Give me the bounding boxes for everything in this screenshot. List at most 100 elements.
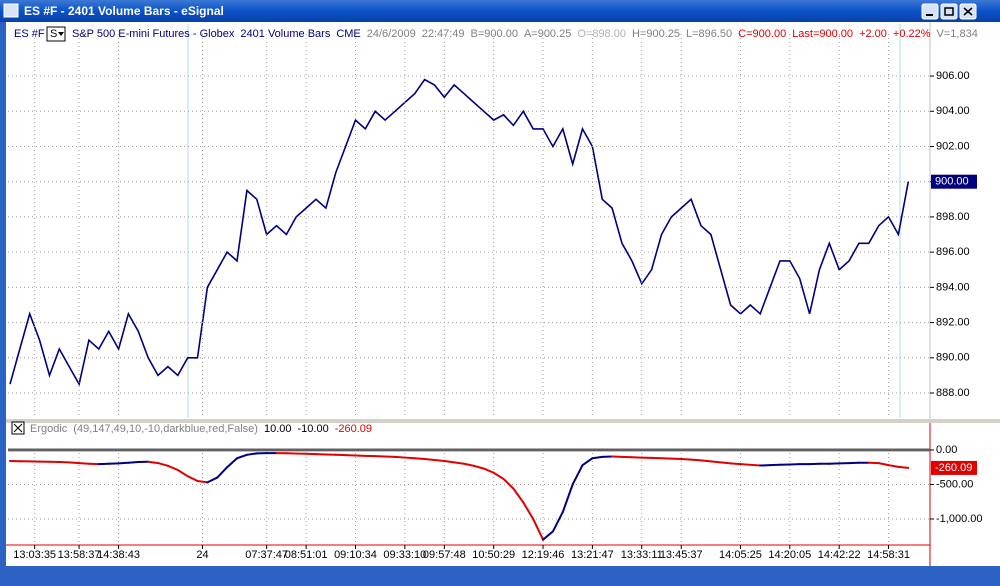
oscillator-segment — [719, 461, 732, 465]
status-border — [0, 566, 1000, 586]
oscillator-segment — [877, 462, 890, 467]
oscillator-segment — [729, 462, 742, 466]
oscillator-segment — [897, 465, 910, 469]
header-item: O=898.00 — [577, 28, 626, 40]
oscillator-segment — [571, 464, 584, 486]
title-bar — [0, 0, 1000, 22]
oscillator-segment — [561, 483, 574, 514]
oscillator-segment — [403, 456, 416, 460]
oscillator-segment — [127, 461, 140, 464]
y-tick-label: 896.00 — [936, 246, 970, 258]
x-tick-label: 13:03:35 — [13, 549, 56, 561]
x-tick-label: 09:10:34 — [334, 549, 377, 561]
header-item: 24/6/2009 — [367, 28, 416, 40]
last-value-label: 900.00 — [935, 176, 969, 188]
header-item: S&P 500 E-mini Futures - Globex — [72, 28, 235, 40]
oscillator-segment — [690, 458, 702, 462]
y-tick-label: 902.00 — [936, 140, 970, 152]
header-item: CME — [336, 28, 360, 40]
header-item: 2401 Volume Bars — [240, 28, 330, 40]
oscillator-segment — [206, 476, 219, 484]
y-tick-label: 888.00 — [936, 387, 970, 399]
oscillator-segment — [443, 460, 456, 464]
x-tick-label: 13:21:47 — [571, 549, 614, 561]
app-icon — [3, 3, 19, 18]
oscillator-segment — [186, 475, 199, 483]
window-title: ES #F - 2401 Volume Bars - eSignal — [24, 4, 224, 18]
y-tick-label: 904.00 — [936, 105, 970, 117]
menu-arrow — [58, 32, 64, 36]
oscillator-segment — [709, 460, 722, 464]
oscillator-segment — [453, 461, 466, 465]
x-tick-label: 10:50:29 — [472, 549, 515, 561]
study-legend-item: (49,147,49,10,-10,darkblue,red,False) — [73, 423, 258, 435]
interval-menu[interactable] — [46, 26, 66, 42]
last-value-box — [931, 460, 977, 475]
maximize-icon — [944, 7, 954, 16]
x-tick-label: 08:51:01 — [285, 549, 328, 561]
oscillator-segment — [522, 501, 535, 520]
close-study-icon — [13, 423, 23, 433]
oscillator-segment — [502, 477, 515, 490]
oscillator-segment — [226, 457, 239, 469]
oscillator-segment — [176, 468, 189, 478]
x-tick-label: 14:58:31 — [867, 549, 910, 561]
x-tick-label: 07:37:47 — [245, 549, 288, 561]
oscillator-segment — [739, 463, 752, 466]
y-tick-label: 906.00 — [936, 70, 970, 82]
price-line — [9, 78, 910, 387]
oscillator-segment — [393, 455, 406, 459]
oscillator-segment — [542, 530, 554, 541]
oscillator-segment — [157, 462, 169, 467]
y-tick-label: 890.00 — [936, 352, 970, 364]
y-tick-label: 898.00 — [936, 211, 970, 223]
oscillator-segment — [117, 461, 130, 465]
header-item: B=900.00 — [471, 28, 518, 40]
y-tick-label: 0.00 — [936, 444, 957, 456]
study-legend-item: -260.09 — [335, 423, 372, 435]
oscillator-segment — [581, 457, 594, 467]
oscillator-segment — [532, 517, 545, 541]
oscillator-segment — [463, 462, 475, 467]
oscillator-segment — [512, 487, 525, 504]
header-item: +2.00 — [859, 28, 887, 40]
oscillator-segment — [147, 460, 160, 465]
oscillator-segment — [749, 463, 762, 467]
x-tick-label: 14:20:05 — [768, 549, 811, 561]
header-item: Last=900.00 — [792, 28, 853, 40]
y-tick-label: -500.00 — [936, 478, 973, 490]
oscillator-segment — [245, 452, 258, 456]
header-item: V=1,834 — [937, 28, 978, 40]
minimize-button[interactable] — [921, 3, 939, 20]
oscillator-segment — [78, 462, 90, 465]
x-tick-label: 09:33:10 — [383, 549, 426, 561]
y-tick-label: -1,000.00 — [936, 513, 982, 525]
symbol: ES #F — [14, 28, 45, 40]
x-tick-label: 12:19:46 — [522, 549, 565, 561]
oscillator-segment — [551, 511, 564, 533]
maximize-button[interactable] — [940, 3, 958, 20]
x-tick-label: 14:42:22 — [818, 549, 861, 561]
x-tick-label: 14:05:25 — [719, 549, 762, 561]
oscillator-segment — [196, 480, 209, 484]
study-legend-item: -10.00 — [298, 423, 329, 435]
x-tick-label: 24 — [196, 549, 208, 561]
study-legend-item: 10.00 — [264, 423, 292, 435]
header-item: H=900.25 — [632, 28, 680, 40]
oscillator-segment — [216, 466, 229, 479]
last-value-label: -260.09 — [935, 462, 972, 474]
y-tick-label: 892.00 — [936, 316, 970, 328]
oscillator-segment — [236, 453, 248, 460]
header-item: A=900.25 — [524, 28, 571, 40]
window-buttons[interactable] — [921, 3, 977, 20]
oscillator-segment — [68, 461, 81, 465]
header-item: L=896.50 — [686, 28, 732, 40]
oscillator-segment — [699, 459, 712, 463]
oscillator-segment — [423, 457, 436, 461]
x-tick-label: 14:38:43 — [97, 549, 140, 561]
x-tick-label: 13:33:11 — [621, 549, 663, 561]
oscillator-segment — [482, 467, 495, 474]
header-item: +0.22% — [893, 28, 931, 40]
pane-splitter[interactable] — [6, 419, 1000, 423]
